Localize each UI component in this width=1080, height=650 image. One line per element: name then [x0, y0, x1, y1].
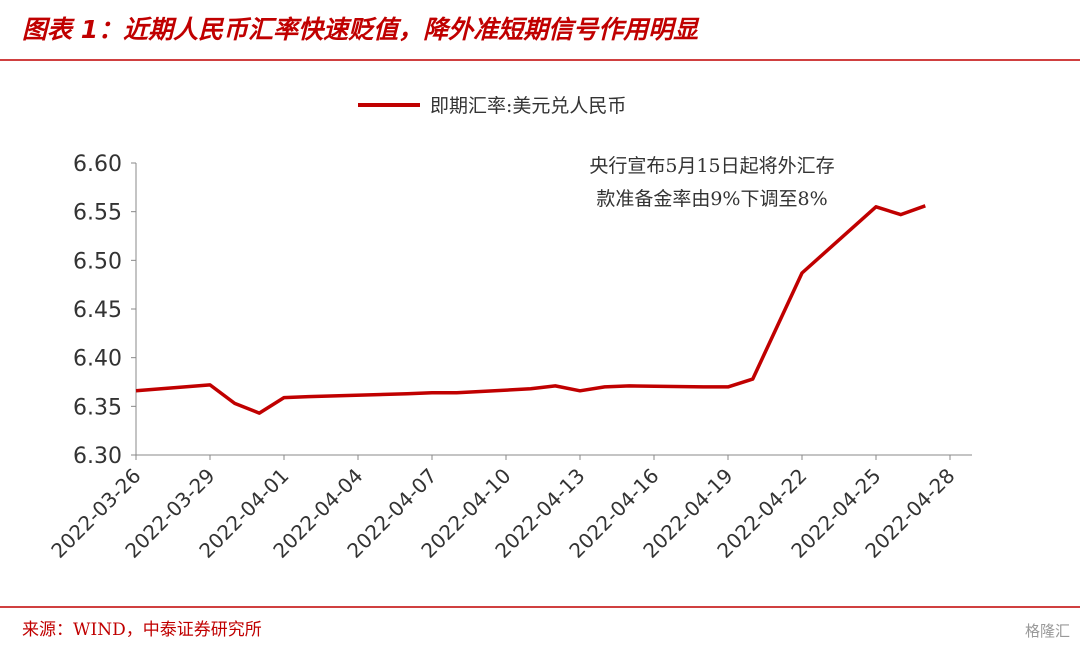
- series-line: [135, 204, 926, 415]
- y-tick-label: 6.55: [73, 201, 122, 226]
- source: 来源：WIND，中泰证券研究所: [22, 620, 262, 640]
- y-tick-label: 6.40: [73, 347, 122, 372]
- y-tick-label: 6.45: [73, 298, 122, 323]
- y-tick-label: 6.60: [73, 152, 122, 177]
- chart-title: 图表 1：近期人民币汇率快速贬值，降外准短期信号作用明显: [22, 15, 700, 44]
- annotation: 央行宣布5月15日起将外汇存: [589, 155, 834, 177]
- y-tick-label: 6.50: [73, 249, 122, 274]
- y-tick-label: 6.30: [73, 444, 122, 469]
- watermark: 格隆汇: [1025, 622, 1070, 640]
- legend-label: 即期汇率:美元兑人民币: [430, 95, 626, 117]
- annotation: 款准备金率由9%下调至8%: [596, 188, 827, 210]
- y-tick-label: 6.35: [73, 395, 122, 420]
